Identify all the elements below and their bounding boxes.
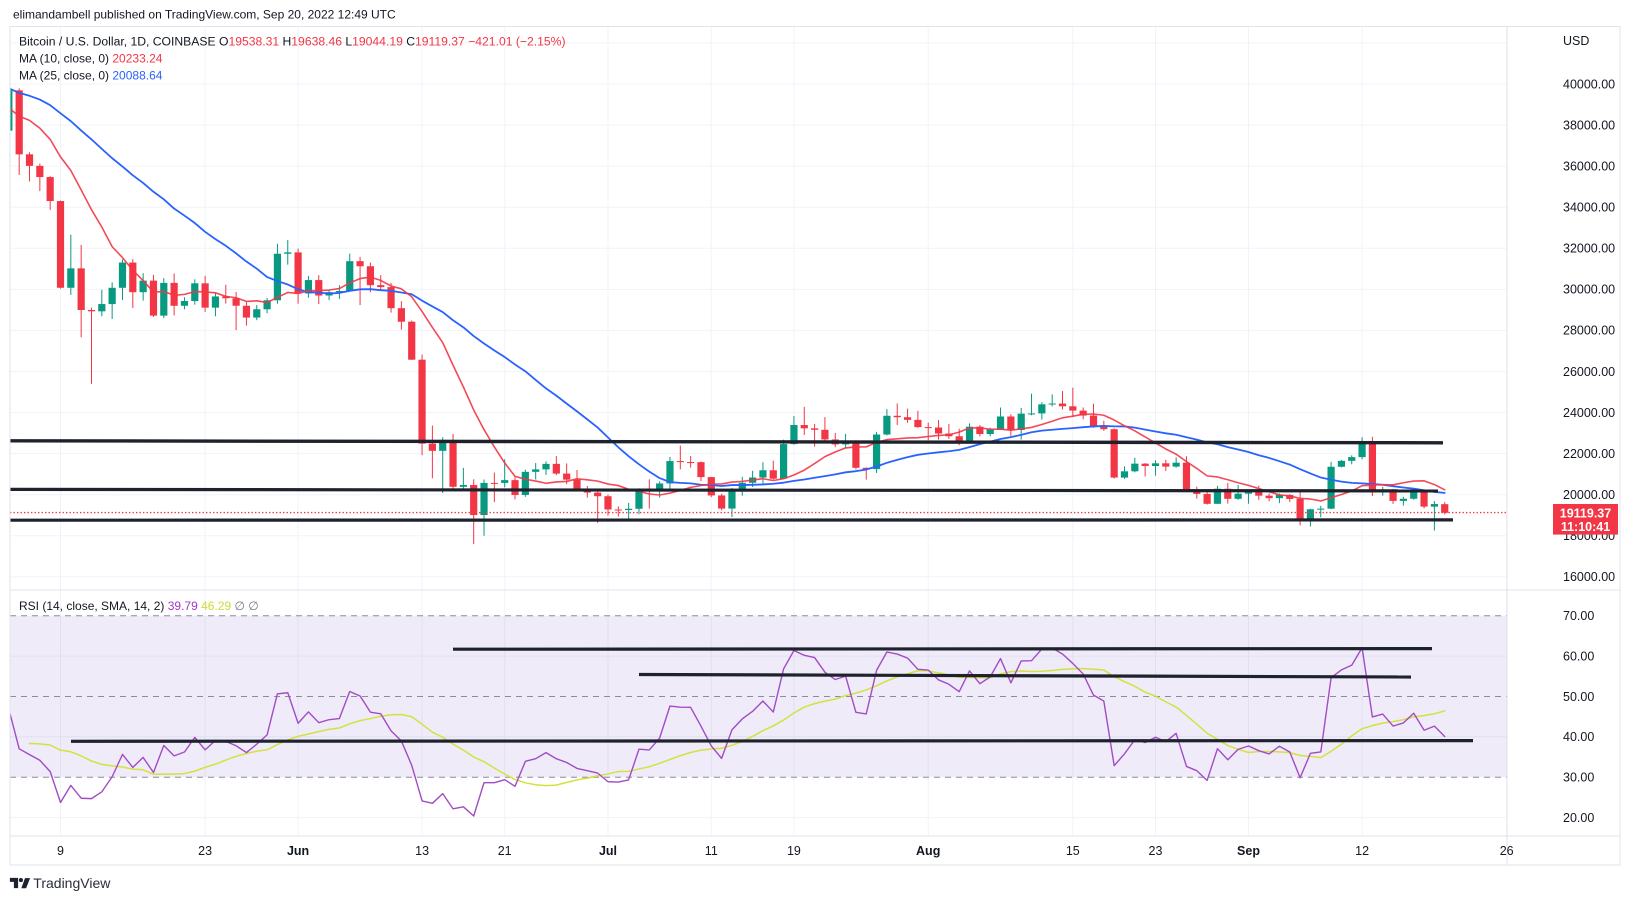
svg-text:MA (25, close, 0) 20088.64: MA (25, close, 0) 20088.64 bbox=[19, 69, 163, 83]
svg-text:30.00: 30.00 bbox=[1563, 771, 1594, 785]
svg-text:40000.00: 40000.00 bbox=[1563, 77, 1615, 91]
svg-text:RSI (14, close, SMA, 14, 2) 3: RSI (14, close, SMA, 14, 2) 39.79 46.29 … bbox=[19, 599, 259, 613]
svg-text:30000.00: 30000.00 bbox=[1563, 283, 1615, 297]
svg-text:13: 13 bbox=[415, 844, 429, 858]
svg-text:11: 11 bbox=[705, 844, 718, 858]
svg-text:Bitcoin / U.S. Dollar, 1D, COI: Bitcoin / U.S. Dollar, 1D, COINBASE O195… bbox=[19, 35, 566, 49]
svg-text:28000.00: 28000.00 bbox=[1563, 324, 1615, 338]
svg-text:36000.00: 36000.00 bbox=[1563, 159, 1615, 173]
svg-text:22000.00: 22000.00 bbox=[1563, 447, 1615, 461]
svg-text:24000.00: 24000.00 bbox=[1563, 406, 1615, 420]
svg-text:Aug: Aug bbox=[916, 844, 940, 858]
svg-text:Sep: Sep bbox=[1237, 844, 1260, 858]
svg-text:20.00: 20.00 bbox=[1563, 811, 1594, 825]
svg-text:MA (10, close, 0) 20233.24: MA (10, close, 0) 20233.24 bbox=[19, 52, 163, 66]
svg-text:26000.00: 26000.00 bbox=[1563, 365, 1615, 379]
svg-text:26: 26 bbox=[1500, 844, 1514, 858]
svg-text:60.00: 60.00 bbox=[1563, 649, 1594, 663]
svg-text:40.00: 40.00 bbox=[1563, 730, 1594, 744]
svg-text:19119.37: 19119.37 bbox=[1560, 507, 1611, 521]
svg-text:Jul: Jul bbox=[599, 844, 617, 858]
svg-text:USD: USD bbox=[1563, 34, 1589, 48]
svg-text:11:10:41: 11:10:41 bbox=[1561, 520, 1610, 534]
svg-text:TradingView: TradingView bbox=[33, 875, 111, 891]
svg-text:70.00: 70.00 bbox=[1563, 609, 1594, 623]
svg-text:19: 19 bbox=[787, 844, 801, 858]
svg-text:20000.00: 20000.00 bbox=[1563, 488, 1615, 502]
svg-text:38000.00: 38000.00 bbox=[1563, 118, 1615, 132]
svg-text:12: 12 bbox=[1355, 844, 1369, 858]
svg-text:21: 21 bbox=[498, 844, 512, 858]
svg-text:9: 9 bbox=[57, 844, 64, 858]
svg-text:16000.00: 16000.00 bbox=[1563, 570, 1615, 584]
svg-text:Jun: Jun bbox=[287, 844, 309, 858]
svg-text:elimandambell published on Tra: elimandambell published on TradingView.c… bbox=[13, 8, 396, 22]
svg-text:32000.00: 32000.00 bbox=[1563, 242, 1615, 256]
svg-text:34000.00: 34000.00 bbox=[1563, 201, 1615, 215]
svg-text:50.00: 50.00 bbox=[1563, 690, 1594, 704]
svg-text:23: 23 bbox=[1149, 844, 1163, 858]
svg-text:23: 23 bbox=[198, 844, 212, 858]
svg-text:15: 15 bbox=[1066, 844, 1080, 858]
